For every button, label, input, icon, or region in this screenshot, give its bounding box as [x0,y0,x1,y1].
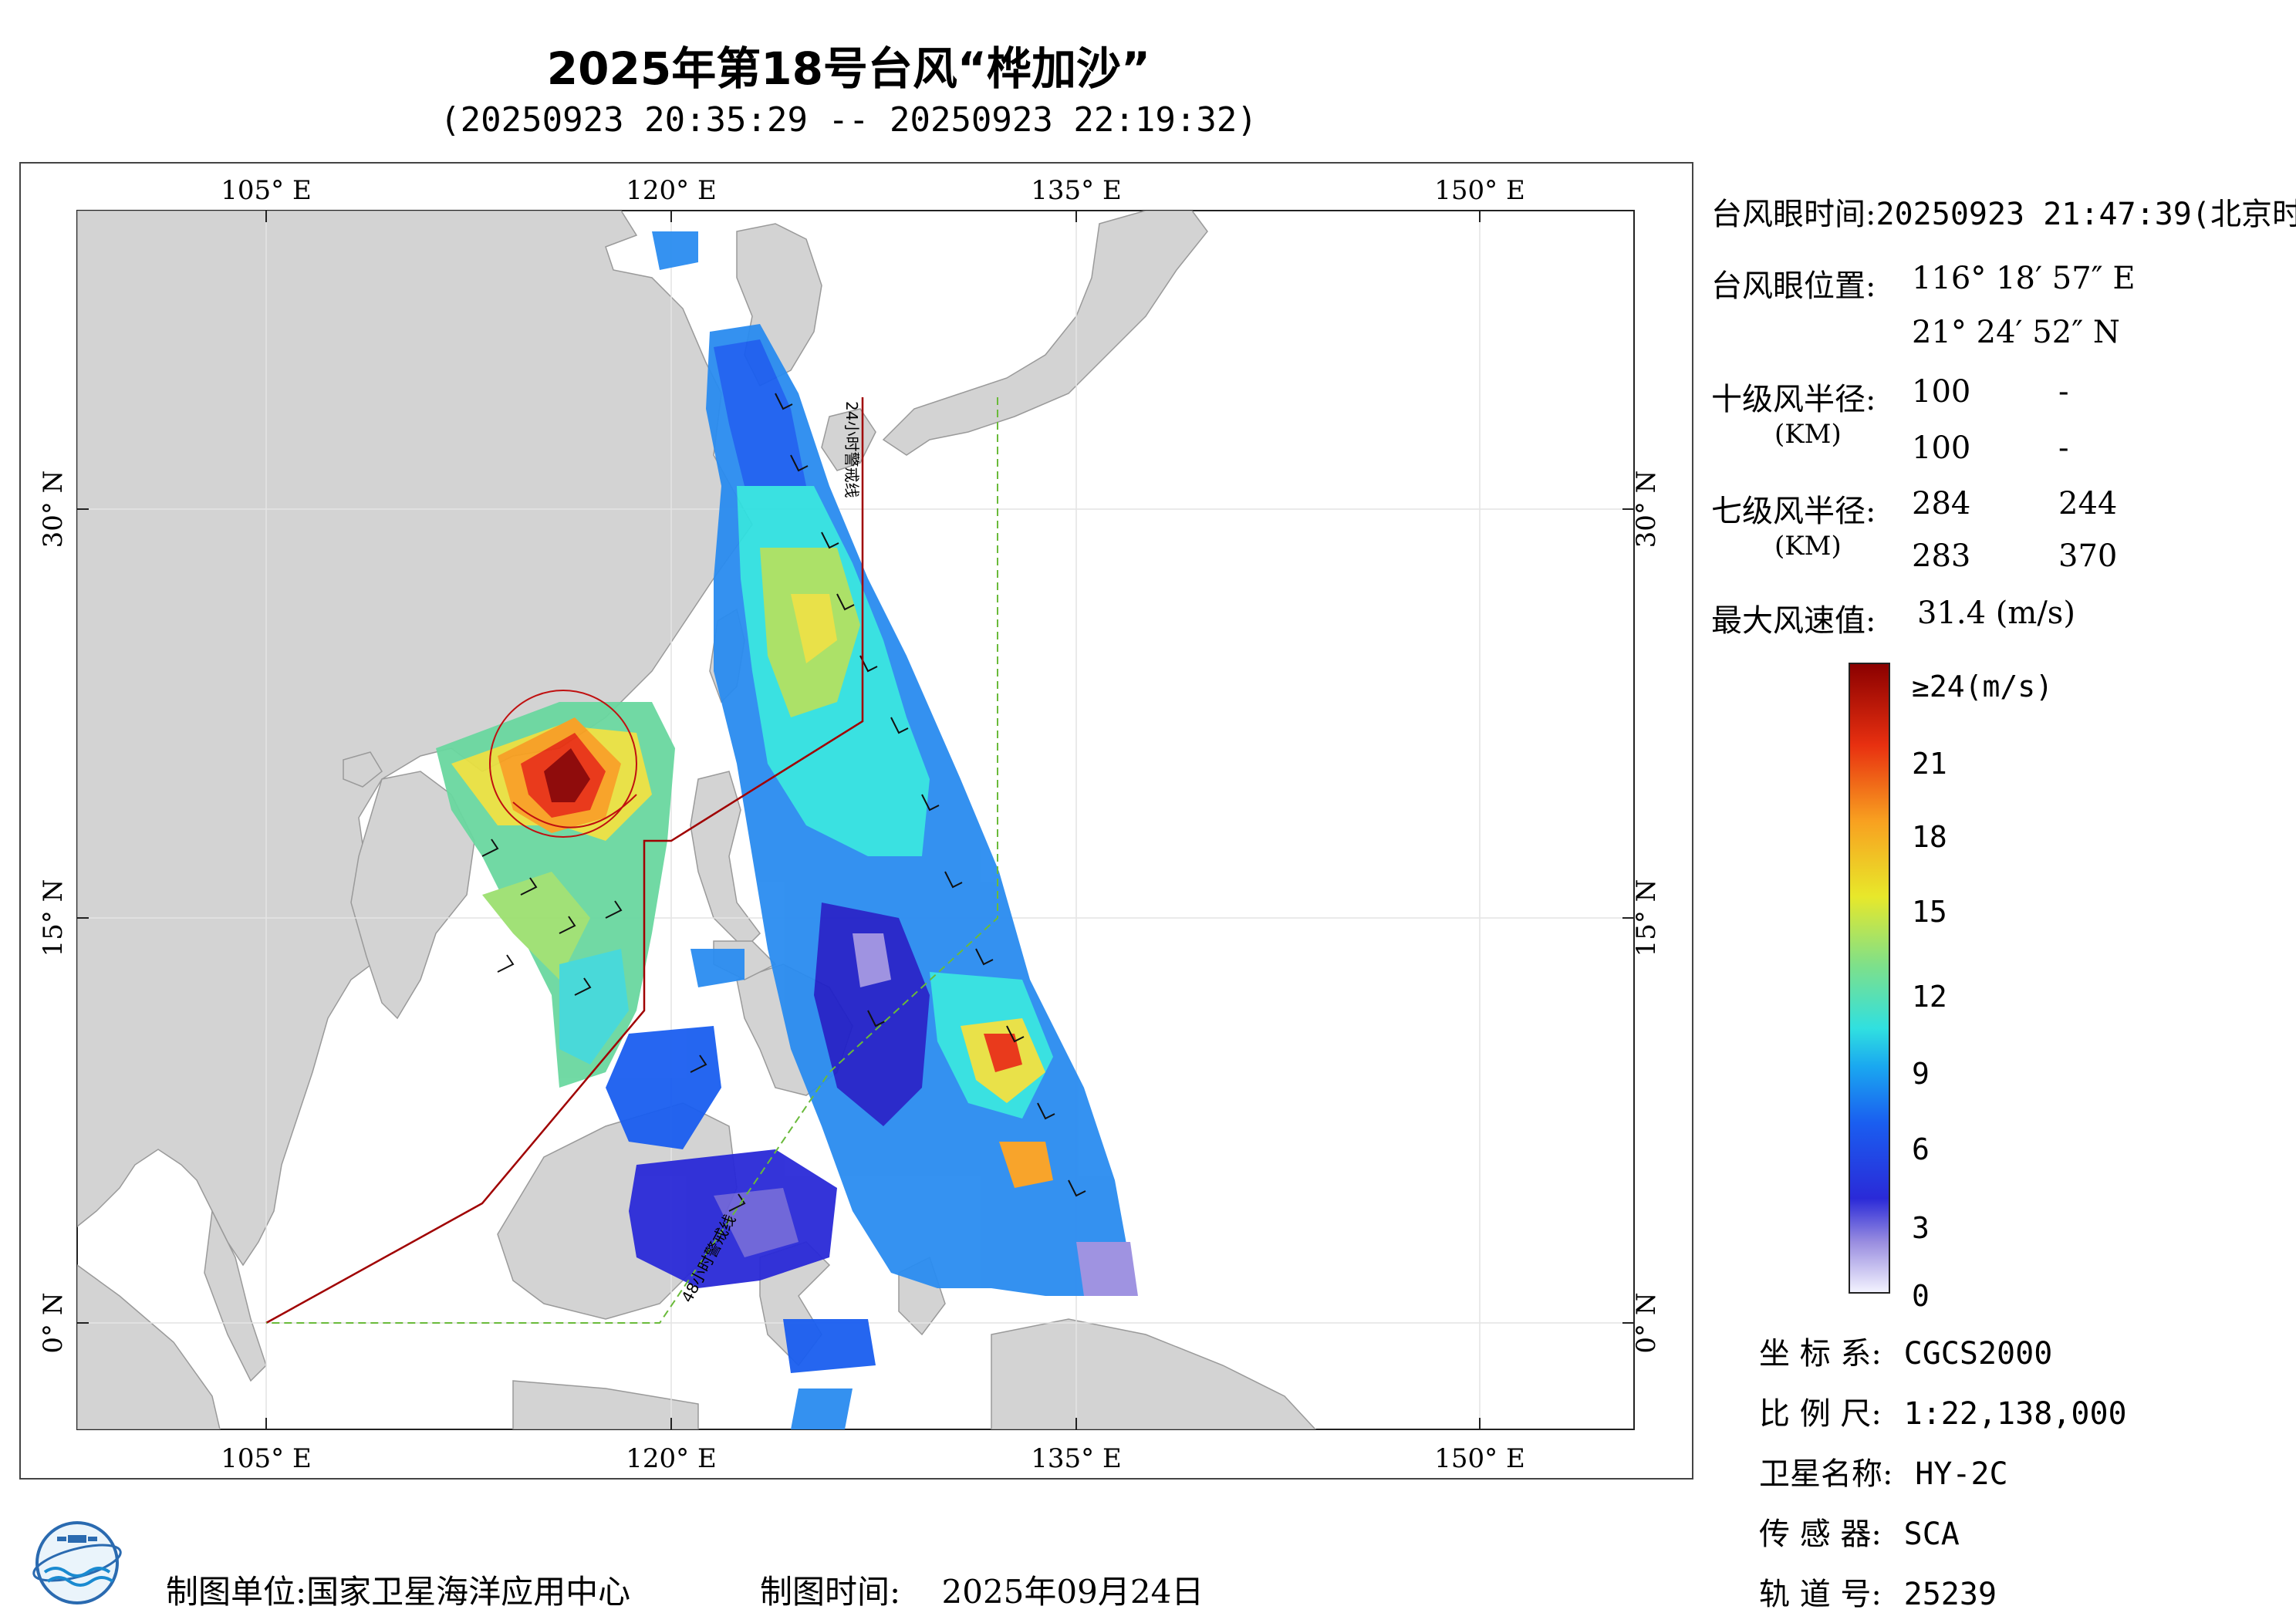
lat-label-right-30: 30° N [1631,471,1662,548]
orbit-label: 轨 道 号: [1759,1577,1882,1612]
hainan [343,751,383,788]
eye-lat-value: 21° 24′ 52″ N [1912,315,2120,350]
lon-label-top-120: 120° E [626,175,717,206]
footer-date-label: 制图时间: [760,1573,901,1611]
satellite-row: 卫星名称: HY-2C [1759,1449,2008,1493]
footer-org-label: 制图单位: [166,1573,307,1611]
time-range-subtitle: (20250923 20:35:29 -- 20250923 22:19:32) [440,100,1258,140]
footer-date: 制图时间: 2025年09月24日 [760,1566,1204,1613]
r10-value-ne: 100 [1912,374,1971,410]
japan [882,211,1208,456]
sumatra [77,1264,221,1429]
colorbar-label-0: 0 [1912,1279,1930,1313]
eye-pos-label: 台风眼位置: [1711,268,1876,304]
scale-value: 1:22,138,000 [1903,1396,2127,1432]
r10-value-se: - [2058,374,2069,410]
max-wind-label: 最大风速值: [1711,603,1876,639]
java [512,1380,699,1429]
r7-value-ne: 284 [1912,486,1971,521]
lat-label-left-30: 30° N [38,471,69,548]
r10-label: 十级风半径: [1711,382,1876,417]
lon-label-top-150: 150° E [1434,175,1525,206]
eye-time-row: 台风眼时间:20250923 21:47:39(北京时) [1711,189,2296,234]
r7-value-se: 244 [2058,486,2118,521]
r7-label: 七级风半径: [1711,494,1876,529]
warning-line-24h [265,397,864,1324]
colorbar-label-12: 12 [1912,980,1947,1014]
wind-swath-east [706,324,1138,1296]
footer-date-value: 2025年09月24日 [941,1573,1204,1611]
sensor-label: 传 感 器: [1759,1517,1882,1552]
colorbar-label-6: 6 [1912,1132,1930,1166]
lon-label-top-105: 105° E [221,175,312,206]
lat-label-right-15: 15° N [1631,879,1662,957]
colorbar-label-9: 9 [1912,1057,1930,1091]
colorbar-gradient [1849,663,1890,1294]
eye-time-label: 台风眼时间: [1711,197,1876,232]
crs-label: 坐 标 系: [1759,1336,1882,1372]
colorbar [1849,663,1890,1294]
wind-swath-south [606,231,876,1429]
sensor-value: SCA [1903,1517,1960,1552]
colorbar-label-21: 21 [1912,747,1947,781]
crs-row: 坐 标 系: CGCS2000 [1759,1328,2052,1373]
colorbar-label-18: 18 [1912,820,1947,854]
lon-label-bottom-105: 105° E [221,1443,312,1474]
scale-row: 比 例 尺: 1:22,138,000 [1759,1388,2127,1433]
orbit-value: 25239 [1903,1577,1997,1612]
colorbar-label-15: 15 [1912,895,1947,929]
max-wind-value: 31.4 (m/s) [1917,596,2075,631]
lat-label-left-15: 15° N [38,879,69,957]
r7-value-sw: 283 [1912,538,1971,574]
r10-value-sw: 100 [1912,430,1971,466]
r7-value-nw: 370 [2058,538,2118,574]
typhoon-10-level-arc [512,794,637,828]
wind-barbs [481,393,1086,1212]
scale-label: 比 例 尺: [1759,1396,1882,1432]
wind-swath-west [436,702,675,1088]
sensor-row: 传 感 器: SCA [1759,1509,1960,1554]
typhoon-7-level-circle [489,690,637,838]
new-guinea [991,1318,1317,1429]
r10-unit: (KM) [1774,419,1842,450]
crs-value: CGCS2000 [1903,1336,2053,1372]
r7-unit: (KM) [1774,531,1842,562]
map-title: 2025年第18号台风“桦加沙” [546,42,1151,95]
lon-label-bottom-120: 120° E [626,1443,717,1474]
map-frame [19,162,1693,1480]
lat-label-left-0: 0° N [38,1292,69,1353]
lat-label-right-0: 0° N [1631,1292,1662,1353]
lon-label-bottom-135: 135° E [1031,1443,1122,1474]
eye-time-value: 20250923 21:47:39(北京时) [1876,197,2296,232]
wind-field-map: 24小时警戒线 48小时警戒线 105° E 120° E 135° E 150… [38,175,1662,1474]
warning-line-48h [266,397,998,1324]
asian-mainland [77,211,753,1267]
luzon [690,771,761,950]
lon-label-bottom-150: 150° E [1434,1443,1525,1474]
r10-value-nw: - [2058,430,2069,466]
colorbar-label-24: ≥24(m/s) [1912,670,2054,704]
satellite-value: HY-2C [1915,1456,2008,1492]
eye-lon-value: 116° 18′ 57″ E [1912,261,2136,296]
footer-org: 制图单位:国家卫星海洋应用中心 [166,1566,630,1613]
orbit-row: 轨 道 号: 25239 [1759,1569,1997,1614]
tick-marks [77,211,1634,1429]
lon-label-top-135: 135° E [1031,175,1122,206]
malay-peninsula [204,1209,267,1382]
nsoas-logo-icon [32,1521,122,1604]
warning-line-24h-label: 24小时警戒线 [842,401,861,498]
satellite-label: 卫星名称: [1759,1456,1893,1492]
colorbar-label-3: 3 [1912,1211,1930,1245]
footer-org-value: 国家卫星海洋应用中心 [306,1573,631,1611]
